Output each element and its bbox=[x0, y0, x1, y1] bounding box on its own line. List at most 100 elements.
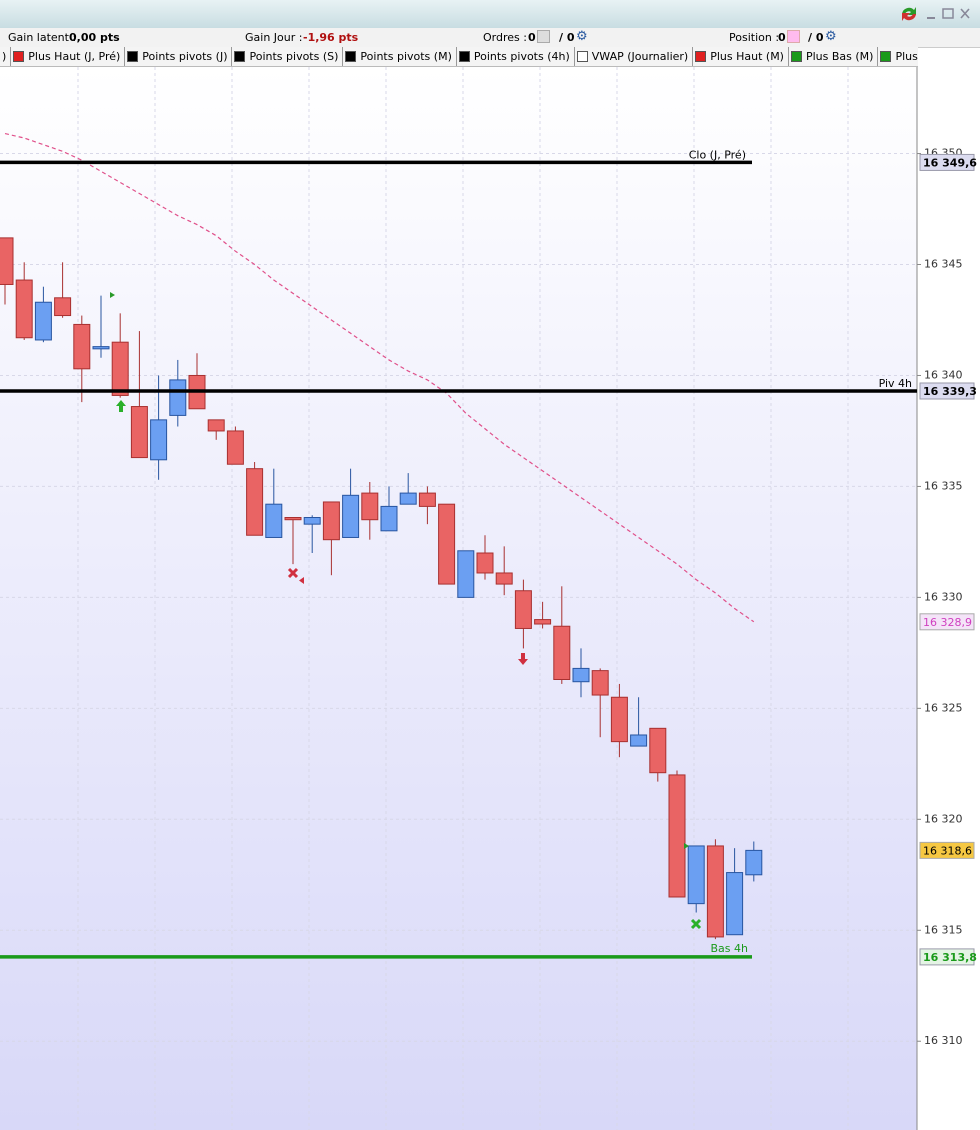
candle-body bbox=[610, 696, 628, 743]
legend-swatch bbox=[458, 51, 470, 62]
candle-body bbox=[34, 301, 52, 341]
label: Ordres : bbox=[483, 31, 527, 44]
legend-label: Points pivots (M) bbox=[360, 50, 452, 63]
candle-body bbox=[418, 492, 436, 507]
candle-body bbox=[226, 430, 244, 465]
y-tick-label: 16 330 bbox=[924, 590, 963, 603]
y-tick-label: 16 325 bbox=[924, 701, 963, 714]
candle-body bbox=[130, 406, 148, 459]
candle-body bbox=[342, 494, 360, 538]
signal bbox=[684, 843, 689, 849]
legend-label: Points pivots (4h) bbox=[473, 50, 570, 63]
signal bbox=[110, 292, 115, 298]
signals bbox=[110, 292, 702, 930]
candle-body bbox=[15, 279, 33, 339]
level-name: Bas 4h bbox=[711, 942, 749, 955]
candle-body bbox=[745, 849, 763, 876]
legend-item[interactable]: Plus Haut (J, Pré) bbox=[11, 47, 126, 66]
candle-body bbox=[54, 297, 72, 317]
level-name: Clo (J, Pré) bbox=[689, 148, 746, 161]
price-tag bbox=[919, 841, 975, 859]
price-badge bbox=[919, 153, 975, 171]
legend-label: VWAP (Journalier) bbox=[591, 50, 689, 63]
candle-body bbox=[303, 516, 321, 525]
legend-label: Points pivots (J) bbox=[142, 50, 228, 63]
signal bbox=[299, 577, 304, 584]
candle-body bbox=[687, 845, 705, 905]
candle-body bbox=[553, 625, 571, 681]
minimize[interactable] bbox=[927, 17, 935, 19]
y-tick-label: 16 345 bbox=[924, 258, 963, 271]
candle-body bbox=[0, 237, 14, 285]
label: Gain Jour : bbox=[245, 31, 303, 44]
candle-body bbox=[169, 379, 187, 416]
price-tag-label: 16 328,9 bbox=[923, 616, 972, 629]
candle-body bbox=[476, 552, 494, 574]
value: -1,96 pts bbox=[303, 31, 359, 44]
y-tick-label: 16 310 bbox=[924, 1034, 963, 1047]
value: 0,00 pts bbox=[69, 31, 120, 44]
value: 0 bbox=[778, 31, 786, 44]
candle-body bbox=[265, 503, 283, 538]
price-badge-label: 16 349,6 bbox=[923, 156, 977, 169]
legend-item[interactable]: Points pivots (J) bbox=[125, 47, 233, 66]
gear-icon[interactable]: ⚙ bbox=[825, 29, 837, 44]
candle-body bbox=[591, 670, 609, 696]
price-badge bbox=[919, 948, 975, 966]
candle-body bbox=[534, 619, 552, 625]
legend-label: Points pivots (S) bbox=[249, 50, 339, 63]
candle-body bbox=[284, 516, 302, 521]
legend-swatch bbox=[127, 51, 139, 62]
candle-body bbox=[322, 501, 340, 541]
legend-item[interactable]: Plus Haut (M) bbox=[693, 47, 789, 66]
y-tick-label: 16 320 bbox=[924, 812, 963, 825]
maximize[interactable] bbox=[942, 8, 954, 19]
cancel-icon[interactable] bbox=[537, 30, 550, 43]
candle-body bbox=[630, 734, 648, 747]
legend-item[interactable]: Points pivots (4h) bbox=[457, 47, 575, 66]
y-tick-label: 16 340 bbox=[924, 368, 963, 381]
price-badge bbox=[919, 382, 975, 400]
close[interactable] bbox=[960, 8, 970, 19]
value: / 0 bbox=[808, 31, 824, 44]
signal bbox=[518, 653, 528, 665]
candle-body bbox=[111, 341, 129, 396]
legend-item[interactable]: Plus Bas (S) bbox=[878, 47, 918, 66]
candle-body bbox=[246, 468, 264, 536]
candle-body bbox=[73, 323, 91, 370]
value: 0 bbox=[528, 31, 536, 44]
label: Gain latent : bbox=[8, 31, 77, 44]
legend-swatch bbox=[790, 51, 802, 62]
candle-body bbox=[92, 346, 110, 350]
legend-item[interactable]: VWAP (Journalier) bbox=[575, 47, 694, 66]
legend-item[interactable]: ) bbox=[0, 47, 12, 66]
candle-body bbox=[150, 419, 168, 461]
gear-icon[interactable]: ⚙ bbox=[576, 29, 588, 44]
candle-body bbox=[361, 492, 379, 521]
legend-label: Plus Haut (J, Pré) bbox=[28, 50, 121, 63]
y-tick-label: 16 315 bbox=[924, 923, 963, 936]
legend-label: Plus Haut (M) bbox=[710, 50, 784, 63]
legend-item[interactable]: Plus Bas (M) bbox=[789, 47, 879, 66]
candle-body bbox=[649, 727, 667, 774]
vwap-line bbox=[4, 132, 755, 623]
legend-item[interactable]: Points pivots (S) bbox=[232, 47, 344, 66]
candle-body bbox=[438, 503, 456, 585]
value: / 0 bbox=[559, 31, 575, 44]
legend-item[interactable]: Points pivots (M) bbox=[343, 47, 457, 66]
candle-body bbox=[572, 667, 590, 683]
legend-swatch bbox=[576, 51, 588, 62]
legend-bar: ) Plus Haut (J, Pré) Points pivots (J) Poin… bbox=[0, 47, 918, 67]
label: Position : bbox=[729, 31, 780, 44]
candle-body bbox=[207, 419, 225, 432]
legend-label: ) bbox=[2, 50, 7, 63]
cancel-icon[interactable] bbox=[787, 30, 800, 43]
window-controls bbox=[902, 7, 970, 21]
candle-body bbox=[457, 550, 475, 598]
legend-label: Plus Bas (M) bbox=[805, 50, 874, 63]
signal bbox=[287, 567, 299, 579]
signal bbox=[690, 918, 702, 930]
candle-body bbox=[706, 845, 724, 938]
price-tag-label: 16 318,6 bbox=[923, 844, 972, 857]
